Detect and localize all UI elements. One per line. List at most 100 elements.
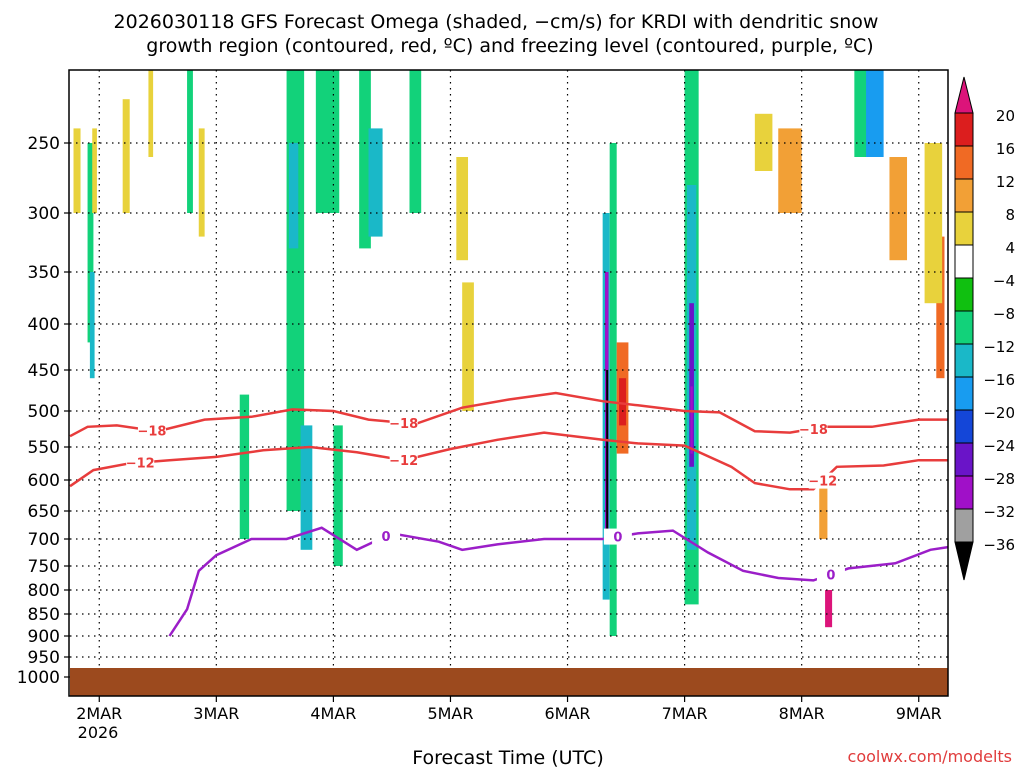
freezing-level-label: 0 [613, 531, 622, 546]
contour-label-bg [126, 454, 155, 471]
colorbar-swatch [954, 112, 974, 147]
y-tick-label: 700 [28, 530, 60, 550]
plot-area: −18 −18 −18 −12 −12 −12 0 0 0 [68, 69, 949, 697]
y-tick-label: 250 [28, 134, 60, 154]
y-tick-label: 1000 [17, 668, 60, 688]
colorbar-swatch [954, 244, 974, 279]
y-tick-label: 950 [28, 648, 60, 668]
contour-lines: −18 −18 −18 −12 −12 −12 0 0 0 [69, 391, 949, 637]
freezing-level-label: 0 [826, 568, 835, 583]
contour-label-bg [137, 422, 166, 439]
colorbar-label: −32 [983, 503, 1015, 521]
contour-label-bg [816, 566, 845, 583]
colorbar-label: −12 [983, 338, 1015, 356]
grid-lines [70, 70, 948, 696]
omega-cell [359, 70, 371, 249]
omega-cell [300, 425, 313, 550]
dgz-bottom-label: −12 [126, 457, 155, 472]
colorbar-label: 20 [996, 107, 1015, 125]
omega-cell [87, 143, 94, 343]
dgz-top-label: −18 [389, 417, 418, 432]
x-tick-label: 5MAR [427, 704, 473, 723]
omega-cell [606, 370, 609, 539]
omega-cell [187, 70, 193, 213]
colorbar-swatch [954, 442, 974, 477]
contour-label-bg [389, 414, 418, 431]
y-tick-label: 650 [28, 502, 60, 522]
contour-label-bg [603, 528, 632, 545]
y-tick-label: 750 [28, 557, 60, 577]
contour-label-bg [799, 420, 828, 437]
y-tick-label: 400 [28, 315, 60, 335]
x-tick-label: 3MAR [193, 704, 239, 723]
y-axis-ticks: 2503003504004505005506006507007508008509… [17, 134, 70, 688]
plot-frame [68, 69, 949, 697]
colorbar-label: 8 [1005, 206, 1015, 224]
colorbar-label: −36 [983, 536, 1015, 554]
omega-cell [690, 386, 693, 454]
x-tick-label: 8MAR [779, 704, 825, 723]
omega-cell [778, 128, 802, 213]
colorbar-swatch [954, 211, 974, 246]
omega-cell [936, 236, 945, 379]
y-tick-label: 800 [28, 581, 60, 601]
omega-cell [754, 113, 773, 171]
y-tick-label: 500 [28, 402, 60, 422]
omega-cell [689, 303, 694, 467]
omega-cell [889, 157, 908, 261]
colorbar-label: −24 [983, 437, 1015, 455]
omega-shading-layer [73, 70, 945, 636]
omega-cell [89, 272, 95, 379]
x-tick-label: 2MAR [76, 704, 122, 723]
omega-cell [73, 128, 81, 213]
omega-cell [288, 143, 299, 249]
colorbar-label: −16 [983, 371, 1015, 389]
terrain-ground [70, 668, 948, 696]
y-tick-label: 900 [28, 627, 60, 647]
colorbar-label: 16 [996, 140, 1015, 158]
x-tick-label: 4MAR [310, 704, 356, 723]
chart-title-line-2: growth region (contoured, red, ºC) and f… [146, 35, 873, 57]
omega-cell [198, 128, 205, 237]
colorbar-label: 12 [996, 173, 1015, 191]
colorbar-bottom-arrow [954, 541, 974, 581]
colorbar-swatch [954, 508, 974, 543]
colorbar-swatch [954, 343, 974, 378]
y-tick-label: 850 [28, 605, 60, 625]
contour-label-bg [372, 528, 401, 545]
contour-label-bg [808, 472, 837, 489]
colorbar-swatch [954, 145, 974, 180]
freezing-level-label: 0 [382, 530, 391, 545]
omega-cell [239, 394, 250, 539]
dgz-top-label: −18 [137, 424, 166, 439]
x-axis-ticks: 2MAR 3MAR 4MAR 5MAR 6MAR 7MAR 8MAR 9MAR [76, 696, 942, 723]
omega-cell [866, 70, 884, 157]
colorbar: 20 16 12 8 4 −4 −8 −12 −16 −20 −24 −28 −32 −36 [954, 76, 1015, 581]
omega-cell [148, 70, 154, 157]
chart-title-line-1: 2026030118 GFS Forecast Omega (shaded, −… [114, 11, 879, 33]
x-axis-label: Forecast Time (UTC) [412, 747, 603, 768]
omega-cell [456, 157, 469, 261]
colorbar-swatch [954, 178, 974, 213]
x-tick-label: 9MAR [896, 704, 942, 723]
colorbar-label: −28 [983, 470, 1015, 488]
omega-cell [409, 70, 422, 213]
omega-cell [368, 128, 383, 237]
x-tick-label: 6MAR [545, 704, 591, 723]
contour-label-bg [389, 452, 418, 469]
colorbar-swatch [954, 310, 974, 345]
omega-cell [462, 282, 474, 411]
omega-cell [315, 70, 340, 213]
y-tick-label: 550 [28, 438, 60, 458]
colorbar-label: −8 [993, 305, 1015, 323]
dgz-top-label: −18 [799, 423, 828, 438]
omega-cell [333, 425, 343, 566]
watermark: coolwx.com/modelts [848, 747, 1012, 766]
y-tick-label: 600 [28, 471, 60, 491]
y-tick-label: 350 [28, 263, 60, 283]
colorbar-swatch [954, 475, 974, 510]
omega-cell [819, 480, 828, 539]
y-tick-label: 300 [28, 204, 60, 224]
colorbar-label: −4 [993, 272, 1015, 290]
